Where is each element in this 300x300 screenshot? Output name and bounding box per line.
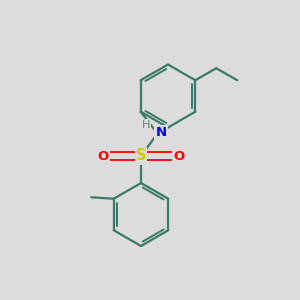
Text: O: O bbox=[97, 149, 109, 163]
Text: N: N bbox=[155, 126, 167, 139]
Text: O: O bbox=[173, 149, 185, 163]
Text: H: H bbox=[142, 120, 150, 130]
Text: S: S bbox=[136, 148, 146, 164]
